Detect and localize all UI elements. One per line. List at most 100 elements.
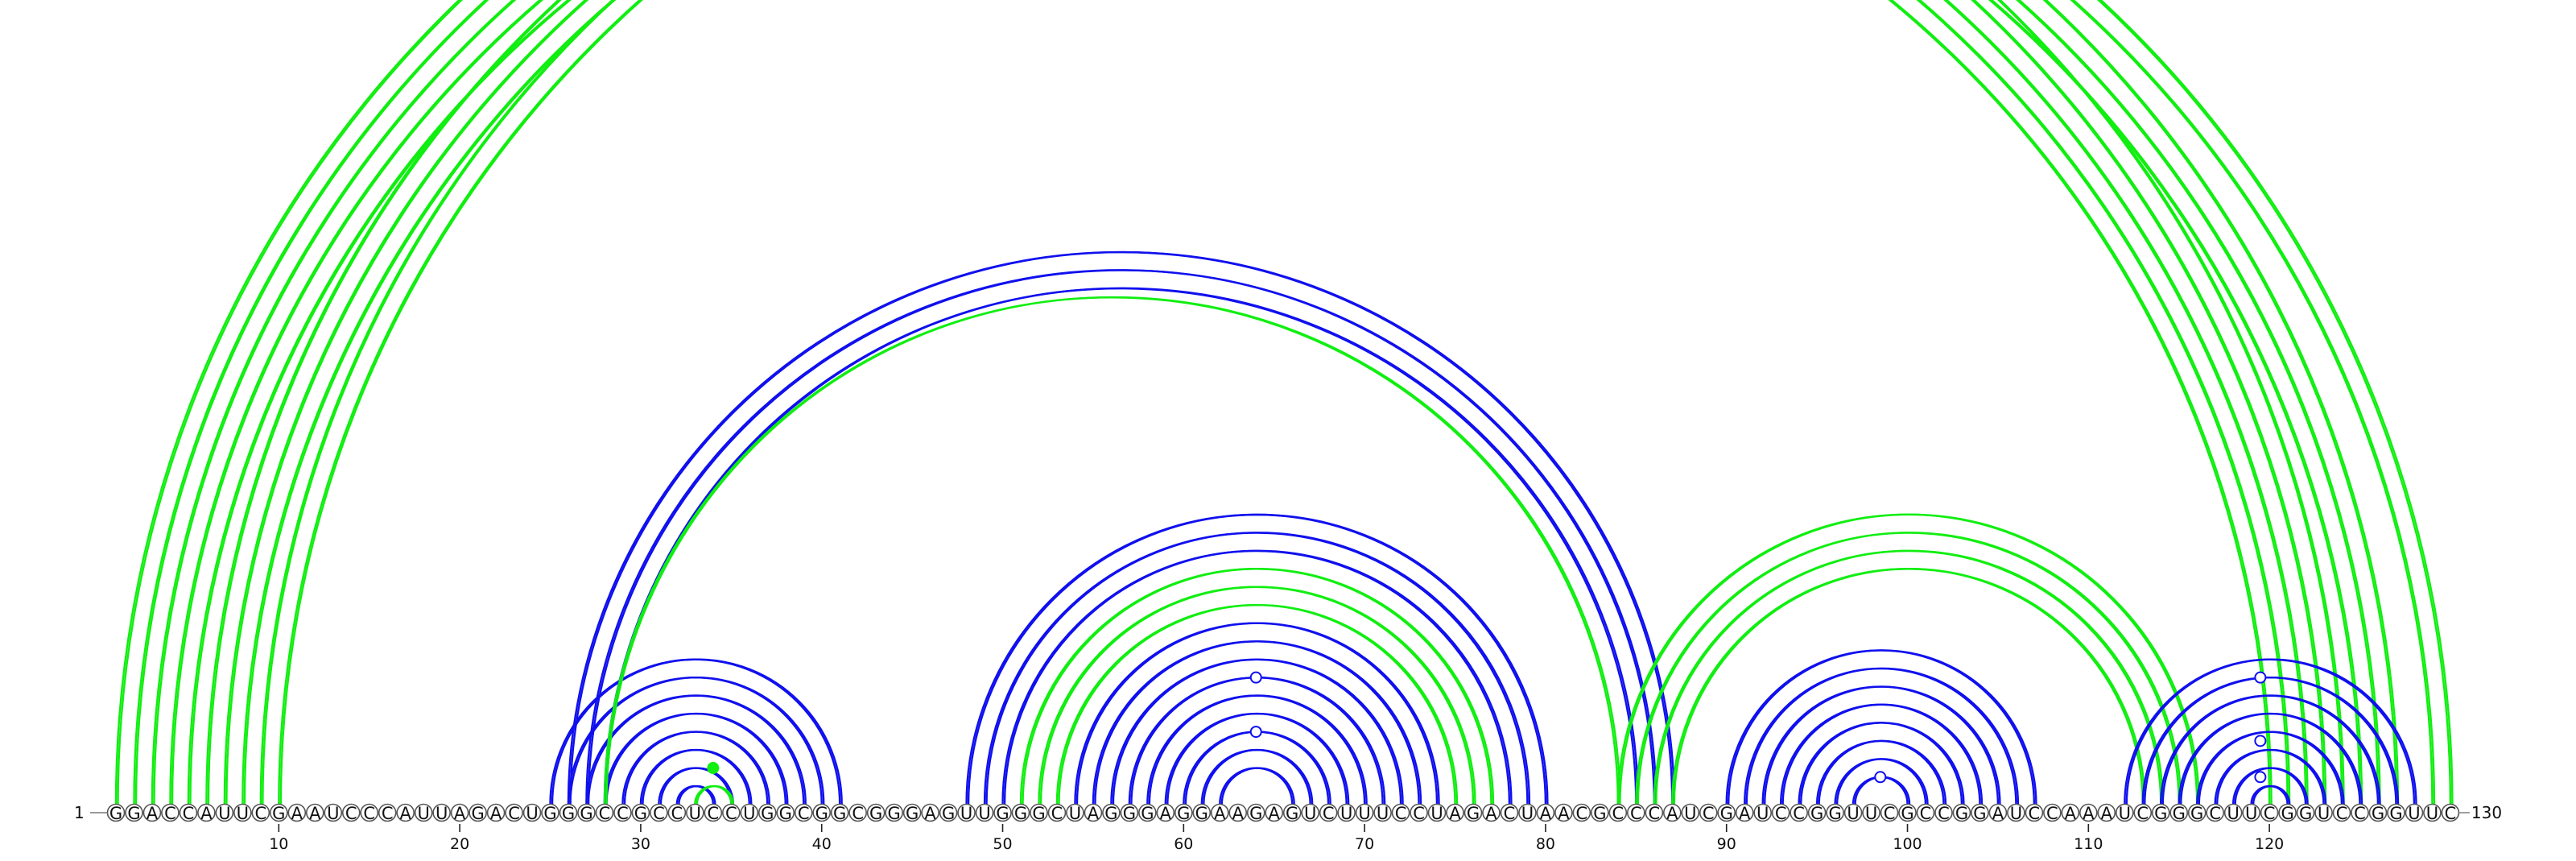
base-pair-arc-inner-27-86 [587, 269, 1657, 805]
nucleotide-circle [559, 803, 578, 822]
base-pair-arc-inner-85-115 [1637, 532, 2182, 805]
nucleotide-76: G [1463, 803, 1483, 823]
nucleotide-circle [2405, 803, 2424, 822]
nucleotide-circle [270, 803, 288, 822]
nucleotide-43: G [866, 803, 886, 823]
nucleotide-119: U [2242, 803, 2260, 823]
nucleotide-51: G [1011, 803, 1030, 823]
nucleotide-letter: U [1847, 804, 1859, 823]
nucleotide-circle [1066, 803, 1084, 822]
nucleotide-circle [2260, 803, 2279, 822]
tick-label: 60 [1174, 835, 1193, 853]
base-pair-arc-inner-2-123 [134, 0, 2327, 805]
nucleotide-128: U [2405, 803, 2424, 823]
nucleotide-circle [758, 803, 777, 822]
nucleotide-118: U [2223, 803, 2243, 823]
nucleotide-letter: A [2083, 804, 2095, 823]
nucleotide-letter: C [2209, 804, 2221, 823]
nucleotide-letter: C [1630, 804, 1642, 823]
nucleotide-letter: C [617, 804, 629, 823]
base-pair-arc-inner-113-127 [2144, 676, 2400, 805]
arc-marker-blue-loop-60s-1 [1249, 726, 1262, 739]
nucleotide-letter: C [345, 804, 357, 823]
nucleotide-circle [1246, 803, 1265, 822]
nucleotide-25: G [541, 803, 559, 823]
nucleotide-letter: U [2426, 804, 2438, 823]
nucleotide-109: A [2061, 803, 2080, 823]
nucleotide-circle [2061, 803, 2080, 822]
nucleotide-92: U [1753, 803, 1772, 823]
nucleotide-letter: A [1485, 804, 1497, 823]
nucleotide-letter: A [309, 804, 321, 823]
nucleotide-5: C [179, 803, 198, 823]
nucleotide-44: G [885, 803, 903, 823]
nucleotide-66: G [1282, 803, 1302, 823]
nucleotide-circle [993, 803, 1012, 822]
nucleotide-letter: C [1703, 804, 1715, 823]
nucleotide-letter: C [2264, 804, 2276, 823]
nucleotide-61: G [1192, 803, 1212, 823]
nucleotide-circle [378, 803, 397, 822]
nucleotide-letter: G [1901, 804, 1913, 823]
nucleotide-circle [2368, 803, 2388, 822]
nucleotide-56: G [1102, 803, 1121, 823]
tick-20: 20 [450, 824, 469, 853]
base-pair-arc-inner-92-105 [1763, 685, 2001, 805]
base-pair-arc-5-120 [187, 0, 2271, 805]
base-pair-arc-27-86 [585, 269, 1655, 805]
nucleotide-circle [2007, 803, 2025, 822]
nucleotide-letter: G [779, 804, 792, 823]
nucleotide-letter: C [1775, 804, 1787, 823]
nucleotide-letter: G [109, 804, 122, 823]
tick-110: 110 [2074, 824, 2103, 853]
nucleotide-letter: C [1576, 804, 1588, 823]
nucleotide-49: U [975, 803, 994, 823]
nucleotide-letter: G [833, 804, 846, 823]
nucleotide-79: U [1518, 803, 1537, 823]
base-pair-arc-inner-87-113 [1673, 568, 2146, 805]
nucleotide-21: G [469, 803, 487, 823]
nucleotide-circle [360, 803, 379, 822]
tick-label: 40 [812, 835, 832, 853]
nucleotide-53: C [1047, 803, 1067, 823]
nucleotide-circle [1138, 803, 1157, 822]
nucleotide-circle [396, 803, 415, 822]
sequence-end-label: 130 [2471, 803, 2502, 822]
nucleotide-41: G [830, 803, 849, 823]
nucleotide-letter: G [634, 804, 647, 823]
base-pair-arc-9-130 [259, 0, 2452, 805]
nucleotide-81: A [1554, 803, 1573, 823]
nucleotide-circle [1826, 803, 1844, 822]
nucleotide-circle [740, 803, 759, 822]
nucleotide-circle [975, 803, 994, 822]
nucleotide-circle [577, 803, 596, 822]
nucleotide-letter: C [671, 804, 683, 823]
nucleotide-82: C [1572, 803, 1591, 823]
nucleotide-letter: A [1269, 804, 1281, 823]
nucleotide-circle [1355, 803, 1374, 822]
nucleotide-73: C [1410, 803, 1428, 823]
nucleotide-circle [469, 803, 487, 822]
nucleotide-letter: U [436, 804, 448, 823]
nucleotide-letter: G [887, 804, 900, 823]
base-pair-arc-inner-95-102 [1818, 739, 1947, 805]
nucleotide-letter: C [255, 804, 267, 823]
nucleotide-circle [2242, 803, 2260, 822]
nucleotide-circle [1971, 803, 1989, 822]
nucleotide-circle [2151, 803, 2170, 822]
nucleotide-47: G [939, 803, 958, 823]
nucleotide-letter: U [1430, 804, 1443, 823]
base-pair-arc-inner-119-121 [2252, 784, 2291, 805]
nucleotide-letter: C [1395, 804, 1407, 823]
nucleotide-circle [1627, 803, 1645, 822]
nucleotide-circle [1373, 803, 1392, 822]
base-pair-arc-inner-8-125 [243, 0, 2363, 805]
nucleotide-65: A [1265, 803, 1284, 823]
nucleotide-102: C [1934, 803, 1953, 823]
nucleotide-94: C [1790, 803, 1808, 823]
nucleotide-circle [233, 803, 252, 822]
nucleotide-3: A [142, 803, 162, 823]
base-pair-arc-3-122 [151, 0, 2307, 805]
nucleotide-1: G [106, 803, 126, 823]
nucleotide-letter: C [183, 804, 195, 823]
